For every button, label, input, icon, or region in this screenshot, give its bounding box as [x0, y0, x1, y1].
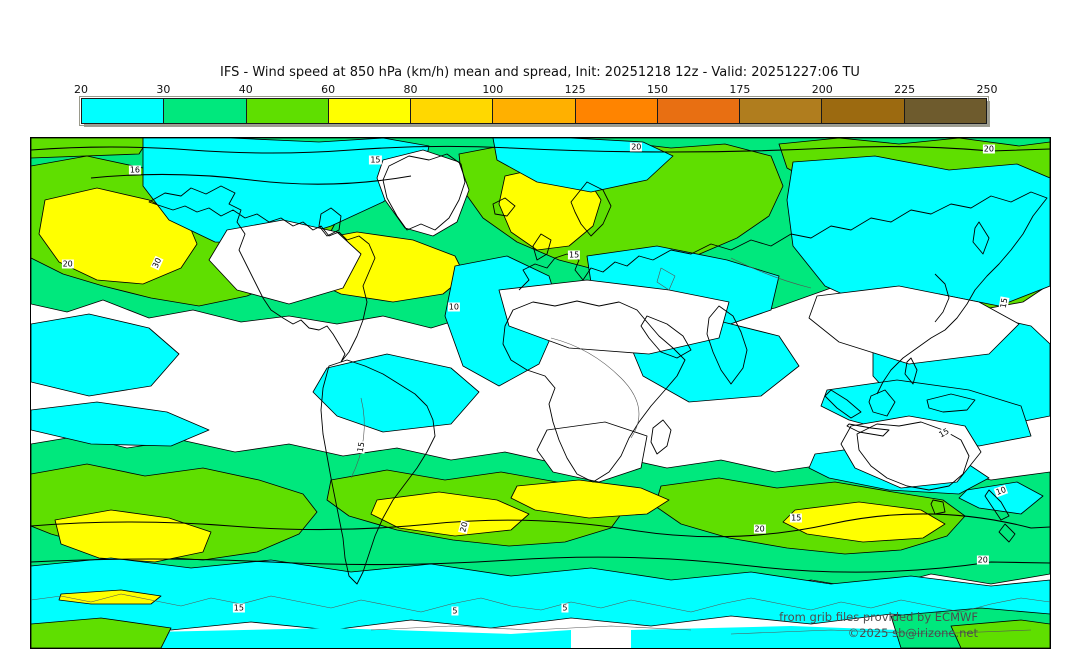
colorbar-cell: [327, 99, 411, 123]
colorbar-tick-label: 225: [894, 83, 916, 96]
wind-fill-regions: [31, 138, 1050, 648]
colorbar-tick-label: 30: [156, 83, 171, 96]
colorbar-tick-label: 60: [321, 83, 336, 96]
colorbar-cell: [492, 99, 575, 123]
colorbar-tick-label: 80: [403, 83, 418, 96]
contour-label: 20: [61, 259, 74, 269]
contour-label: 20: [630, 142, 643, 152]
colorbar-cell: [903, 99, 986, 123]
colorbar-tick-labels: 20 30 40 60 80 100 125 150 175 200 225 250: [74, 83, 998, 97]
contour-label: 5: [561, 603, 569, 613]
contour-label: 10: [447, 302, 460, 312]
colorbar-cell: [82, 99, 164, 123]
contour-label: 15: [369, 155, 382, 165]
colorbar-cell: [163, 99, 246, 123]
contour-label: 20: [753, 524, 766, 534]
contour-label: 15: [568, 250, 581, 260]
colorbar-cell: [821, 99, 904, 123]
colorbar-tick-label: 200: [811, 83, 833, 96]
colorbar-cell: [739, 99, 822, 123]
colorbar: 20 30 40 60 80 100 125 150 175 200 225 250: [74, 83, 998, 126]
colorbar-tick-label: 40: [238, 83, 253, 96]
world-map-svg: [31, 138, 1050, 648]
colorbar-tick-label: 100: [482, 83, 504, 96]
colorbar-tick-label: 150: [647, 83, 669, 96]
map-panel: 20 20 16 15 30 20 15 10 15 15 10 15 20 20 20 15 15 5 5 fro…: [30, 137, 1051, 649]
attribution-source: from grib files provided by ECMWF: [779, 610, 978, 624]
colorbar-cell: [410, 99, 493, 123]
colorbar-cell: [245, 99, 328, 123]
colorbar-cell: [656, 99, 740, 123]
attribution-copyright: ©2025 sb@irizone.net: [847, 626, 978, 640]
contour-label: 5: [451, 606, 459, 616]
contour-label: 15: [790, 513, 803, 523]
colorbar-tick-label: 175: [729, 83, 751, 96]
page-title: IFS - Wind speed at 850 hPa (km/h) mean …: [220, 65, 860, 80]
antarctica-and-inner-lines: [31, 257, 1050, 635]
contour-label: 20: [982, 144, 995, 154]
contour-label: 20: [976, 555, 989, 565]
contour-label: 16: [128, 165, 142, 175]
colorbar-tick-label: 250: [976, 83, 998, 96]
contour-label: 15: [232, 603, 245, 613]
contour-lines: [31, 145, 1050, 573]
coastlines: [148, 153, 1048, 585]
colorbar-cell: [574, 99, 657, 123]
colorbar-tick-label: 20: [74, 83, 88, 96]
colorbar-tick-label: 125: [564, 83, 586, 96]
colorbar-bar: [79, 96, 989, 126]
